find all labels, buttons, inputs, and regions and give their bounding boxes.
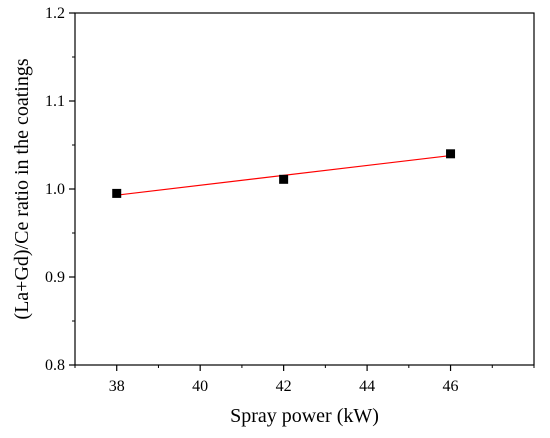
y-axis-ticks: 0.8 0.9 1.0 1.1 1.2 xyxy=(45,5,75,374)
y-tick-label: 1.0 xyxy=(45,181,65,198)
data-points-layer xyxy=(112,149,456,198)
plot-area-frame xyxy=(74,12,535,366)
x-axis-ticks: 38 40 42 44 46 xyxy=(74,365,535,395)
y-tick-label: 1.1 xyxy=(45,93,65,110)
data-point xyxy=(446,149,456,159)
data-point xyxy=(279,174,289,184)
data-point xyxy=(112,188,122,198)
x-tick-label: 44 xyxy=(359,378,375,395)
y-axis-title: (La+Gd)/Ce ratio in the coatings xyxy=(11,58,33,319)
y-tick-label: 0.9 xyxy=(45,269,65,286)
x-axis-title: Spray power (kW) xyxy=(230,405,379,427)
x-tick-label: 46 xyxy=(443,378,459,395)
x-tick-label: 42 xyxy=(276,378,292,395)
y-tick-label: 1.2 xyxy=(45,5,65,22)
y-tick-label: 0.8 xyxy=(45,357,65,374)
x-tick-label: 38 xyxy=(109,378,125,395)
x-tick-label: 40 xyxy=(192,378,208,395)
